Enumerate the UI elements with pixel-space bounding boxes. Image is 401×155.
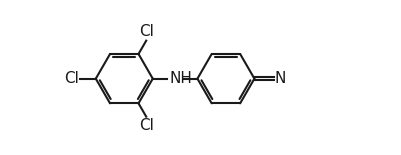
Text: Cl: Cl [140,118,154,133]
Text: N: N [274,71,286,86]
Text: Cl: Cl [64,71,79,86]
Text: Cl: Cl [140,24,154,39]
Text: NH: NH [170,71,192,86]
